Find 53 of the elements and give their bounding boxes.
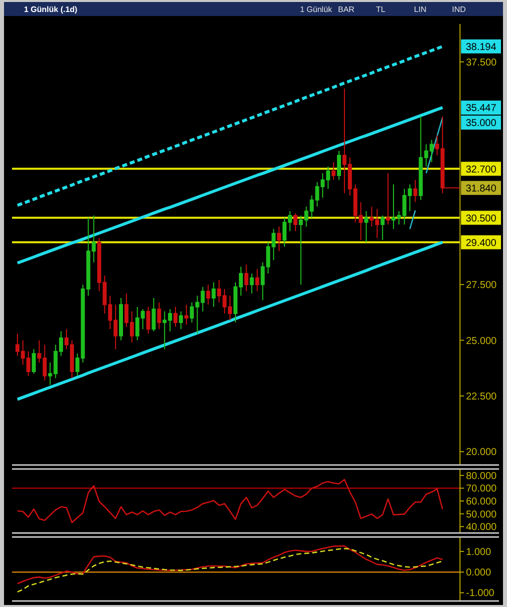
- candlestick: [184, 304, 188, 326]
- candlestick: [212, 282, 216, 308]
- candlestick: [178, 310, 183, 330]
- text: TL: [376, 5, 386, 14]
- candlestick: [206, 284, 210, 306]
- line-series: [16, 545, 444, 584]
- candlestick: [413, 179, 418, 203]
- candlestick: [157, 302, 162, 330]
- candlestick: [364, 210, 368, 243]
- y-tick-label: 50.000: [466, 509, 498, 520]
- text: IND: [452, 5, 466, 14]
- y-tick-label: -1.000: [466, 588, 495, 600]
- candlestick: [277, 226, 282, 252]
- ref-line-label: 29.400: [466, 238, 497, 249]
- candlestick: [380, 215, 385, 241]
- ref-line-label: 32.700: [466, 164, 497, 176]
- text: 35.447: [466, 103, 497, 114]
- text: LIN: [414, 5, 427, 14]
- y-tick-label: 0.000: [466, 568, 492, 579]
- line-series: [16, 240, 444, 401]
- candlestick: [152, 297, 156, 332]
- line-series: [16, 478, 444, 524]
- candlestick: [337, 150, 341, 180]
- candlestick: [250, 272, 254, 294]
- y-tick-label: 22.500: [466, 391, 498, 402]
- text: 1 Günlük: [300, 5, 334, 14]
- text: 31.840: [466, 183, 497, 194]
- candlestick: [386, 172, 390, 225]
- line-series: [16, 44, 444, 207]
- y-tick-label: 27.500: [466, 280, 498, 292]
- candlestick: [32, 348, 36, 374]
- y-tick-label: 40.000: [466, 522, 498, 534]
- y-tick-label: 60.000: [466, 496, 498, 508]
- y-tick-label: 20.000: [466, 447, 498, 458]
- text: 38.194: [466, 42, 497, 53]
- y-tick-label: 70.000: [466, 484, 498, 495]
- candlestick: [293, 212, 298, 232]
- line-series: [16, 106, 444, 264]
- candlestick: [255, 268, 260, 292]
- candlestick: [119, 297, 123, 341]
- y-tick-label: 80.000: [466, 470, 498, 482]
- ref-line-label: 30.500: [466, 213, 497, 224]
- candlestick: [146, 306, 150, 334]
- chart-title: 1 Günlük (.1d): [24, 5, 78, 14]
- text: BAR: [338, 5, 355, 14]
- text: 35.000: [466, 118, 497, 130]
- candlestick: [174, 306, 178, 328]
- y-tick-label: 1.000: [466, 546, 492, 558]
- candlestick: [244, 264, 248, 292]
- y-tick-label: 25.000: [466, 336, 498, 347]
- y-tick-label: 37.500: [466, 57, 498, 68]
- candlestick: [332, 162, 336, 180]
- line-series: [16, 548, 444, 593]
